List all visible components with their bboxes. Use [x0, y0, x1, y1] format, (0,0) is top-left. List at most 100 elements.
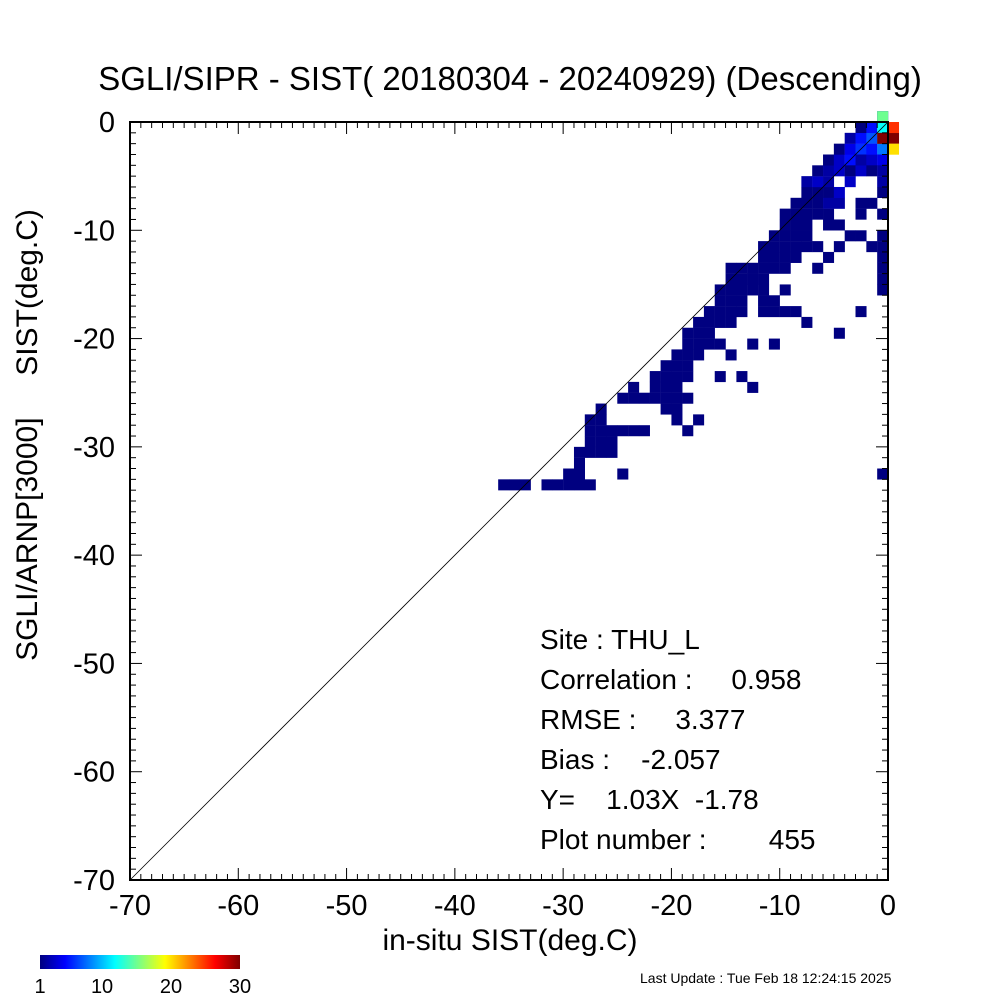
density-cell [768, 251, 780, 263]
density-cell [573, 446, 585, 458]
x-tick-label: -20 [650, 890, 692, 922]
density-cell [693, 338, 705, 350]
density-cell [801, 241, 813, 253]
density-cell [855, 122, 867, 134]
x-tick-label: -70 [109, 890, 151, 922]
density-cell [812, 176, 824, 188]
density-cell [595, 414, 607, 426]
density-cell [758, 262, 770, 274]
density-cell [671, 403, 683, 415]
density-cell [584, 446, 596, 458]
density-cell [747, 338, 759, 350]
density-cell [812, 241, 824, 253]
density-cell [866, 197, 878, 209]
density-cell [736, 295, 748, 307]
density-cell [606, 425, 618, 437]
density-cell [855, 154, 867, 166]
density-cell [703, 327, 715, 339]
density-cell [844, 132, 856, 144]
density-cell [823, 197, 835, 209]
density-cell [671, 392, 683, 404]
density-cell [573, 457, 585, 469]
density-cell [693, 349, 705, 361]
density-cell [498, 479, 510, 491]
colorbar-tick-label: 20 [160, 976, 182, 998]
density-cell [617, 392, 629, 404]
density-cell [649, 381, 661, 393]
density-cell [823, 208, 835, 220]
density-cell [660, 360, 672, 372]
density-cell [877, 273, 889, 285]
density-cell [877, 143, 889, 155]
density-cell [573, 479, 585, 491]
density-cell [693, 316, 705, 328]
density-cell [725, 316, 737, 328]
colorbar-tick-label: 1 [34, 976, 45, 998]
density-cell [584, 436, 596, 448]
density-cell [660, 392, 672, 404]
density-cell [725, 262, 737, 274]
density-cell [801, 176, 813, 188]
density-cell [779, 306, 791, 318]
last-update: Last Update : Tue Feb 18 12:24:15 2025 [640, 970, 892, 986]
density-cell [855, 208, 867, 220]
density-cell [833, 241, 845, 253]
density-cell [877, 176, 889, 188]
density-cell [617, 425, 629, 437]
density-cell [877, 468, 889, 480]
stat-rmse: RMSE : 3.377 [540, 704, 745, 735]
stats-panel: Site : THU_L Correlation : 0.958 RMSE : … [540, 624, 815, 855]
density-cell [736, 273, 748, 285]
density-cell [823, 186, 835, 198]
density-cell [812, 165, 824, 177]
density-cell [844, 176, 856, 188]
colorbar-tick-label: 30 [229, 976, 251, 998]
density-cell [638, 425, 650, 437]
density-cell [649, 371, 661, 383]
density-cell [790, 306, 802, 318]
x-tick-label: -10 [759, 890, 801, 922]
density-cell [790, 219, 802, 231]
density-cell [693, 414, 705, 426]
density-cell [790, 230, 802, 242]
y-tick-label: -50 [73, 648, 115, 680]
density-cells [498, 111, 900, 491]
x-tick-label: -50 [326, 890, 368, 922]
density-cell [714, 316, 726, 328]
density-cell [758, 251, 770, 263]
density-cell [844, 165, 856, 177]
density-cell [866, 122, 878, 134]
stat-bias: Bias : -2.057 [540, 744, 721, 775]
density-cell [812, 208, 824, 220]
density-cell [617, 468, 629, 480]
density-cell [682, 371, 694, 383]
density-cell [888, 132, 900, 144]
density-cell [888, 122, 900, 134]
colorbar-gradient [40, 955, 240, 969]
density-cell [877, 165, 889, 177]
density-cell [606, 446, 618, 458]
y-tick-label: -40 [73, 540, 115, 572]
density-cell [682, 425, 694, 437]
density-cell [855, 230, 867, 242]
density-cell [747, 381, 759, 393]
density-cell [714, 306, 726, 318]
density-cell [758, 295, 770, 307]
colorbar-tick-labels: 1 10 20 30 [34, 976, 251, 998]
density-cell [682, 360, 694, 372]
density-cell [779, 241, 791, 253]
density-cell [563, 479, 575, 491]
density-cell [703, 338, 715, 350]
density-cell [671, 414, 683, 426]
density-cell [790, 251, 802, 263]
density-cell [855, 306, 867, 318]
density-cell [725, 349, 737, 361]
x-tick-label: -60 [217, 890, 259, 922]
density-cell [758, 273, 770, 285]
density-cell [768, 295, 780, 307]
density-cell [779, 208, 791, 220]
density-cell [877, 132, 889, 144]
density-cell [801, 219, 813, 231]
density-cell [888, 143, 900, 155]
